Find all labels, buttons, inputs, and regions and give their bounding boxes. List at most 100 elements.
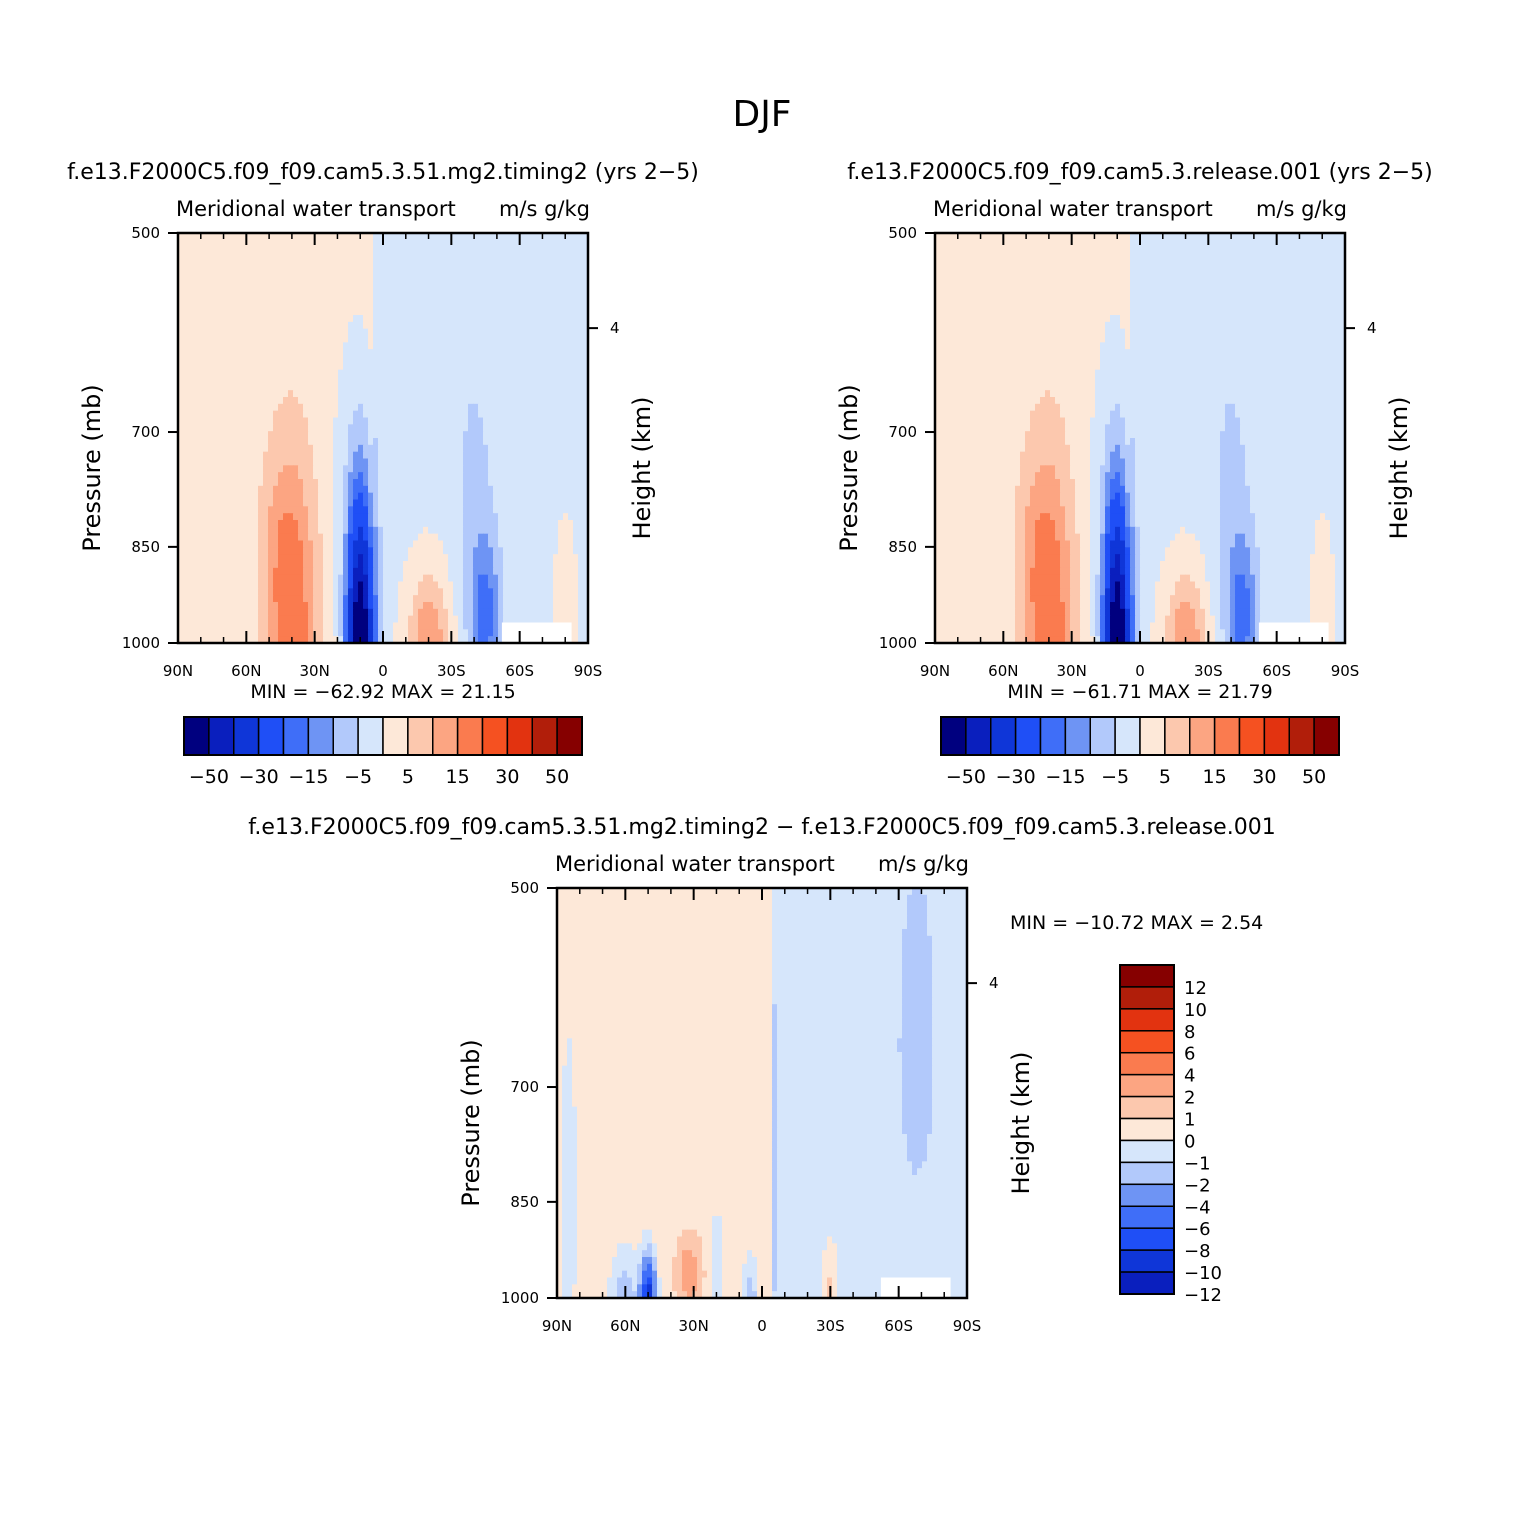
field-cell — [553, 335, 559, 343]
field-cell — [328, 335, 334, 343]
field-cell — [543, 342, 549, 350]
field-cell — [573, 335, 579, 343]
field-cell — [253, 513, 259, 521]
field-cell — [318, 328, 324, 337]
field-cell — [243, 506, 249, 514]
field-cell — [478, 547, 484, 555]
field-cell — [328, 239, 334, 248]
field-cell — [178, 547, 184, 555]
field-cell — [353, 581, 359, 589]
field-cell — [408, 485, 414, 494]
field-cell — [248, 615, 254, 624]
field-cell — [478, 383, 484, 391]
field-cell — [398, 308, 404, 316]
field-cell — [273, 417, 279, 425]
field-cell — [583, 349, 589, 357]
field-cell — [483, 383, 489, 391]
field-cell — [228, 588, 234, 596]
field-cell — [333, 595, 339, 603]
field-cell — [558, 526, 564, 535]
field-cell — [318, 246, 324, 255]
field-cell — [453, 376, 459, 384]
field-cell — [213, 485, 219, 494]
field-cell — [568, 417, 574, 425]
field-cell — [453, 506, 459, 514]
field-cell — [223, 239, 229, 248]
field-cell — [308, 444, 314, 453]
field-cell — [503, 444, 509, 453]
field-cell — [328, 417, 334, 425]
field-cell — [528, 239, 534, 248]
field-cell — [308, 438, 314, 446]
field-cell — [418, 526, 424, 535]
field-cell — [318, 410, 324, 419]
field-cell — [198, 274, 204, 282]
field-cell — [273, 608, 279, 617]
field-cell — [528, 485, 534, 494]
field-cell — [243, 554, 249, 562]
field-cell — [393, 622, 399, 630]
field-cell — [318, 520, 324, 528]
field-cell — [543, 383, 549, 391]
field-cell — [183, 636, 189, 644]
field-cell — [473, 403, 479, 412]
field-cell — [513, 499, 519, 507]
field-cell — [373, 561, 379, 569]
field-cell — [223, 362, 229, 371]
field-cell — [448, 383, 454, 391]
field-cell — [203, 499, 209, 507]
field-cell — [408, 472, 414, 480]
field-cell — [368, 369, 374, 378]
field-cell — [488, 533, 494, 542]
field-cell — [378, 451, 384, 460]
field-cell — [268, 588, 274, 596]
field-cell — [183, 540, 189, 548]
field-cell — [573, 274, 579, 282]
field-cell — [183, 513, 189, 521]
field-cell — [438, 608, 444, 617]
field-cell — [403, 479, 409, 487]
field-cell — [273, 424, 279, 432]
field-cell — [188, 574, 194, 583]
field-cell — [198, 349, 204, 357]
field-cell — [573, 629, 579, 637]
field-cell — [213, 246, 219, 255]
field-cell — [263, 602, 269, 610]
field-cell — [193, 608, 199, 617]
field-cell — [538, 328, 544, 337]
field-cell — [203, 369, 209, 378]
field-cell — [258, 492, 264, 501]
field-cell — [443, 588, 449, 596]
field-cell — [263, 424, 269, 432]
field-cell — [498, 410, 504, 419]
field-cell — [573, 492, 579, 501]
field-cell — [368, 301, 374, 309]
field-cell — [438, 547, 444, 555]
field-cell — [388, 260, 394, 268]
field-cell — [578, 349, 584, 357]
field-cell — [348, 274, 354, 282]
field-cell — [208, 602, 214, 610]
field-cell — [418, 574, 424, 583]
field-cell — [368, 349, 374, 357]
field-cell — [268, 274, 274, 282]
field-cell — [223, 472, 229, 480]
field-cell — [488, 349, 494, 357]
field-cell — [178, 356, 184, 364]
field-cell — [508, 274, 514, 282]
field-cell — [313, 479, 319, 487]
field-cell — [523, 561, 529, 569]
field-cell — [473, 397, 479, 405]
field-cell — [198, 410, 204, 419]
field-cell — [413, 561, 419, 569]
field-cell — [268, 547, 274, 555]
field-cell — [333, 547, 339, 555]
field-cell — [493, 444, 499, 453]
field-cell — [583, 383, 589, 391]
field-cell — [198, 567, 204, 576]
field-cell — [228, 520, 234, 528]
field-cell — [398, 280, 404, 289]
field-cell — [203, 417, 209, 425]
field-cell — [298, 526, 304, 535]
field-cell — [283, 315, 289, 323]
